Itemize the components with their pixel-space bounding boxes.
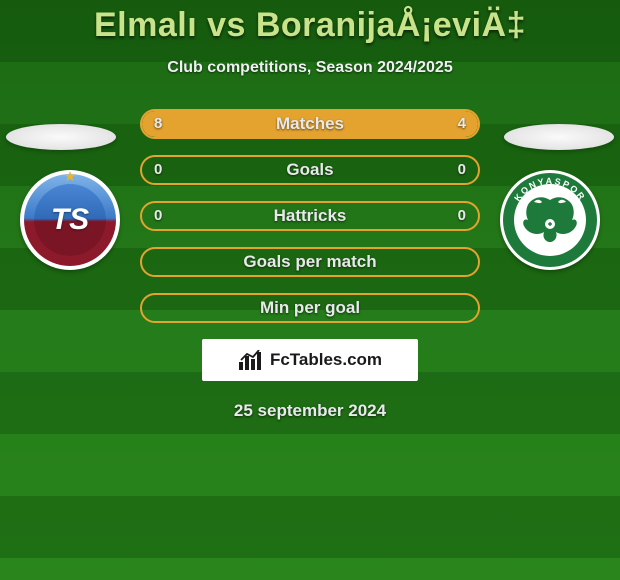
- stat-left-value: 8: [154, 111, 162, 137]
- double-eagle-icon: [522, 194, 578, 244]
- stat-row-matches: Matches8 4: [140, 109, 480, 139]
- stat-row-hattricks: Hattricks0 0: [140, 201, 480, 231]
- stat-row-mpg: Min per goal: [140, 293, 480, 323]
- stat-right-value: 0: [458, 157, 466, 183]
- stat-label: Goals: [142, 157, 478, 183]
- stat-left-value: 0: [154, 203, 162, 229]
- snapshot-date: 25 september 2024: [0, 401, 620, 421]
- stats-container: Matches84Goals00Hattricks00Goals per mat…: [140, 109, 480, 323]
- stat-label: Hattricks: [142, 203, 478, 229]
- watermark-text: FcTables.com: [270, 350, 382, 370]
- crest-left-monogram: TS: [51, 203, 89, 237]
- star-icon: ★: [64, 168, 77, 185]
- stat-label: Goals per match: [142, 249, 478, 275]
- stat-right-value: 0: [458, 203, 466, 229]
- stat-right-value: 4: [458, 111, 466, 137]
- trabzonspor-crest: TS ★: [20, 170, 120, 270]
- bar-chart-icon: [238, 350, 264, 370]
- fctables-watermark: FcTables.com: [202, 339, 418, 381]
- stat-label: Matches: [142, 111, 478, 137]
- competition-subtitle: Club competitions, Season 2024/2025: [0, 59, 620, 77]
- match-title: Elmalı vs BoranijaÅ¡eviÄ‡: [0, 6, 620, 45]
- konyaspor-crest: KONYASPOR 1981: [500, 170, 600, 270]
- stat-row-goals: Goals0 0: [140, 155, 480, 185]
- player-shadow-right: [504, 124, 614, 150]
- stat-left-value: 0: [154, 157, 162, 183]
- stat-row-gpm: Goals per match: [140, 247, 480, 277]
- player-shadow-left: [6, 124, 116, 150]
- stat-label: Min per goal: [142, 295, 478, 321]
